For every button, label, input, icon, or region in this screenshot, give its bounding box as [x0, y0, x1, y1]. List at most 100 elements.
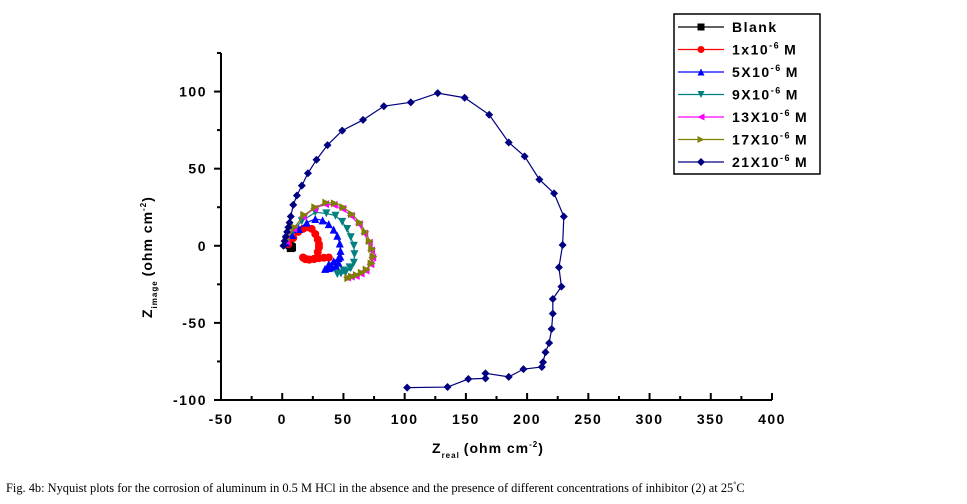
- legend-marker: [697, 113, 705, 121]
- series-line: [282, 92, 565, 389]
- data-point: [288, 230, 297, 239]
- data-point: [297, 181, 306, 190]
- data-point: [302, 218, 311, 227]
- caption-unit: C: [736, 481, 745, 496]
- legend-item: Blank: [678, 19, 778, 35]
- data-point: [344, 274, 353, 283]
- data-point: [403, 383, 412, 392]
- figure-caption: Fig. 4b: Nyquist plots for the corrosion…: [6, 480, 966, 496]
- data-point: [359, 115, 368, 124]
- data-point: [290, 223, 299, 232]
- data-point: [338, 217, 347, 226]
- series-5x10e-6: [281, 214, 345, 273]
- data-point: [324, 260, 333, 269]
- data-point: [289, 200, 298, 209]
- data-point: [345, 263, 354, 272]
- data-point: [349, 241, 358, 250]
- x-tick-label: 0: [278, 411, 287, 427]
- data-point: [285, 218, 294, 227]
- data-point: [485, 110, 494, 119]
- data-point: [321, 264, 330, 273]
- series-21x10e-6: [279, 89, 568, 392]
- x-tick-label: -50: [209, 411, 234, 427]
- data-point: [346, 233, 355, 242]
- data-point: [443, 383, 452, 392]
- data-point: [504, 138, 513, 147]
- series-17x10e-6: [283, 198, 378, 283]
- data-point: [557, 282, 566, 291]
- data-point: [343, 224, 352, 233]
- data-point: [355, 218, 364, 227]
- legend-marker: [697, 91, 705, 98]
- data-point: [379, 102, 388, 111]
- data-point: [547, 325, 556, 334]
- data-point: [334, 254, 343, 263]
- x-tick-label: 50: [334, 411, 353, 427]
- y-tick-label: -100: [173, 392, 207, 408]
- data-point: [545, 338, 554, 347]
- data-point: [333, 270, 342, 279]
- legend-label: 9X10-6 M: [732, 86, 799, 103]
- data-point: [335, 239, 344, 248]
- x-tick-label: 250: [574, 411, 602, 427]
- x-tick-label: 100: [391, 411, 419, 427]
- caption-text: Fig. 4b: Nyquist plots for the corrosion…: [6, 481, 734, 496]
- legend-marker: [697, 158, 705, 166]
- legend-item: 17X10-6 M: [678, 131, 808, 148]
- legend-label: Blank: [732, 19, 778, 35]
- y-tick-label: 100: [179, 84, 207, 100]
- legend-item: 5X10-6 M: [678, 63, 799, 80]
- data-point: [323, 141, 332, 150]
- caption-degree: °: [733, 480, 737, 489]
- data-point: [292, 191, 301, 200]
- data-point: [368, 244, 377, 253]
- data-point: [333, 231, 342, 240]
- legend-label: 1x10-6 M: [732, 41, 797, 58]
- data-point: [365, 237, 374, 246]
- y-tick-label: -50: [182, 315, 207, 331]
- data-point: [537, 362, 546, 371]
- y-tick-label: 0: [198, 238, 207, 254]
- nyquist-chart: -50 0 50 100 150 200 250 300 350 400-100-50050100…: [139, 13, 821, 460]
- data-point: [548, 294, 557, 303]
- data-point: [303, 169, 312, 178]
- data-point: [322, 198, 331, 207]
- legend-marker: [697, 23, 705, 31]
- data-point: [311, 203, 320, 212]
- data-point: [324, 253, 333, 262]
- data-point: [297, 217, 306, 226]
- data-point: [338, 126, 347, 135]
- data-point: [311, 214, 320, 223]
- data-point: [348, 210, 357, 219]
- data-point: [322, 209, 331, 218]
- legend-label: 17X10-6 M: [732, 131, 808, 148]
- data-point: [339, 203, 348, 212]
- x-tick-label: 400: [758, 411, 786, 427]
- data-point: [554, 263, 563, 272]
- data-point: [329, 257, 338, 266]
- legend-marker: [697, 46, 705, 53]
- legend-item: 21X10-6 M: [678, 153, 807, 170]
- series-layer: [279, 89, 568, 392]
- data-point: [406, 98, 415, 107]
- legend-label: 5X10-6 M: [732, 63, 799, 80]
- x-tick-label: 200: [513, 411, 541, 427]
- data-point: [312, 155, 321, 164]
- data-point: [481, 374, 490, 383]
- data-point: [361, 227, 370, 236]
- data-point: [331, 211, 340, 220]
- data-point: [369, 252, 378, 261]
- data-point: [559, 212, 568, 221]
- data-point: [300, 210, 309, 219]
- data-point: [350, 250, 359, 259]
- data-point: [520, 152, 529, 161]
- legend-marker: [697, 136, 705, 143]
- data-point: [329, 225, 338, 234]
- data-point: [535, 175, 544, 184]
- data-point: [336, 246, 345, 255]
- data-point: [504, 372, 513, 381]
- data-point: [367, 259, 376, 268]
- legend-item: 13X10-6 M: [678, 108, 807, 125]
- x-tick-label: 300: [636, 411, 664, 427]
